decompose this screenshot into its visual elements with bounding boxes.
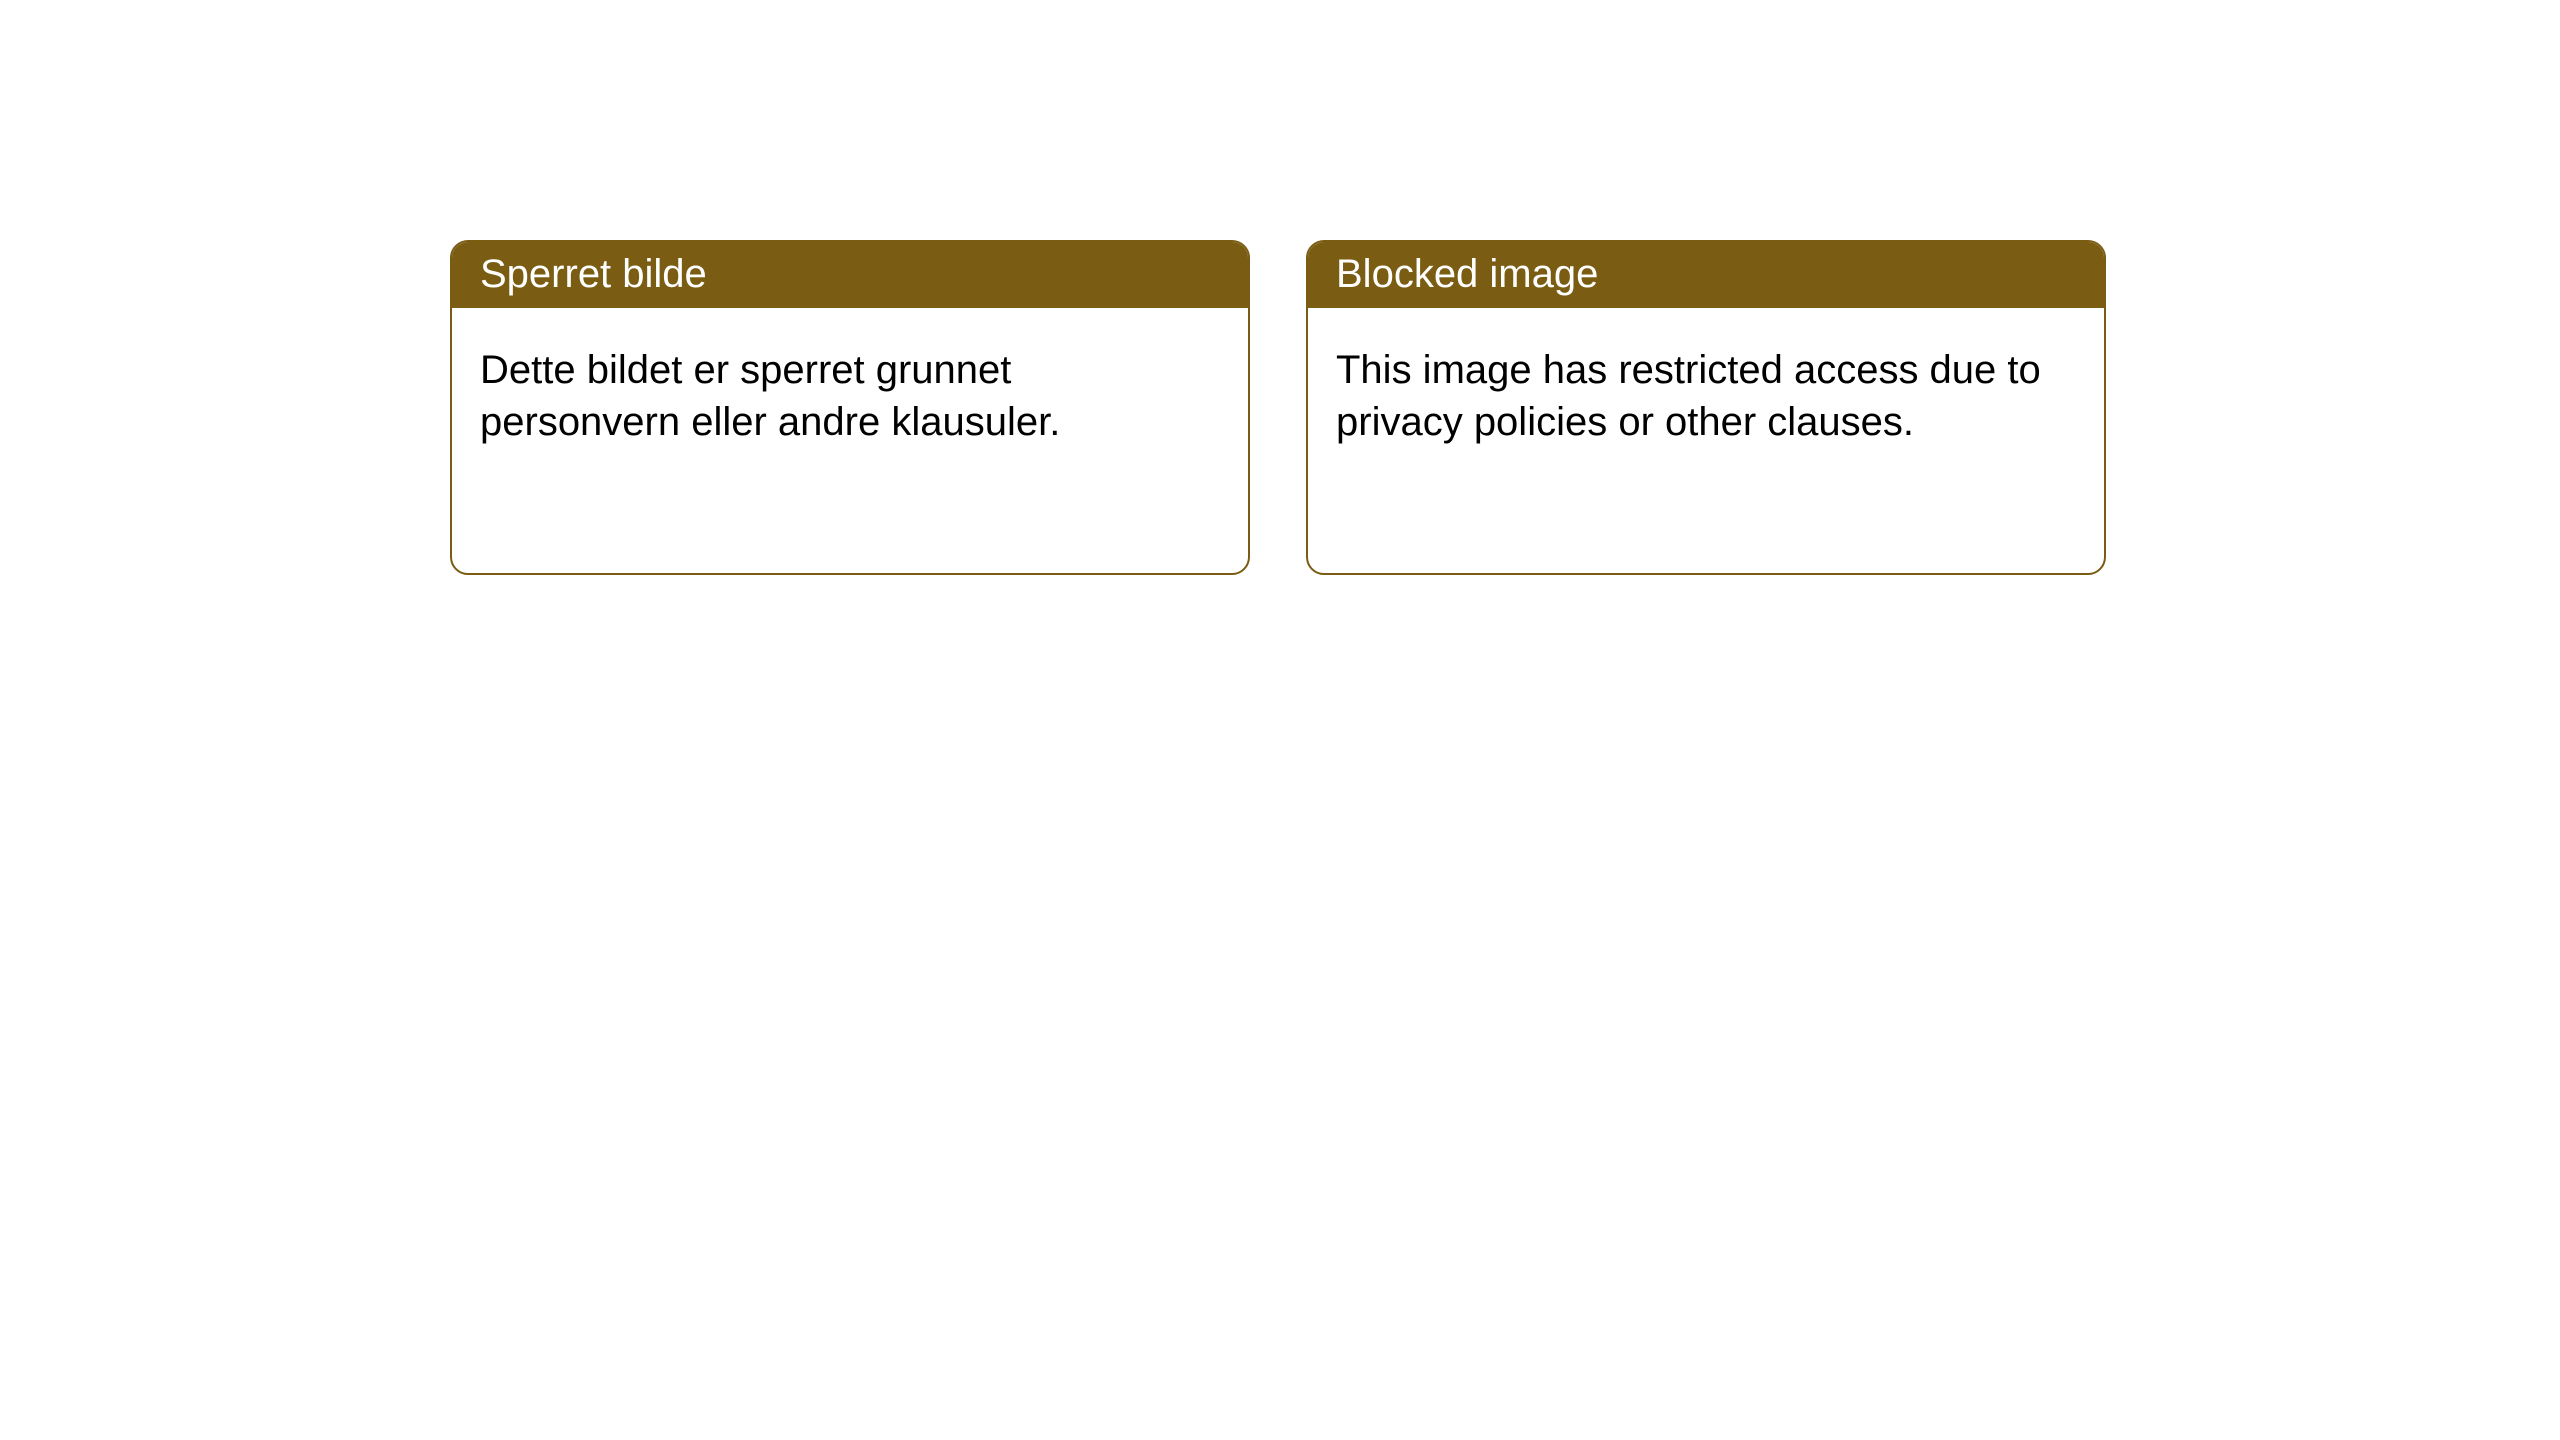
card-title-norwegian: Sperret bilde — [452, 242, 1248, 308]
card-body-norwegian: Dette bildet er sperret grunnet personve… — [452, 308, 1248, 476]
card-body-english: This image has restricted access due to … — [1308, 308, 2104, 476]
notice-container: Sperret bilde Dette bildet er sperret gr… — [0, 0, 2560, 575]
blocked-image-card-norwegian: Sperret bilde Dette bildet er sperret gr… — [450, 240, 1250, 575]
blocked-image-card-english: Blocked image This image has restricted … — [1306, 240, 2106, 575]
card-title-english: Blocked image — [1308, 242, 2104, 308]
